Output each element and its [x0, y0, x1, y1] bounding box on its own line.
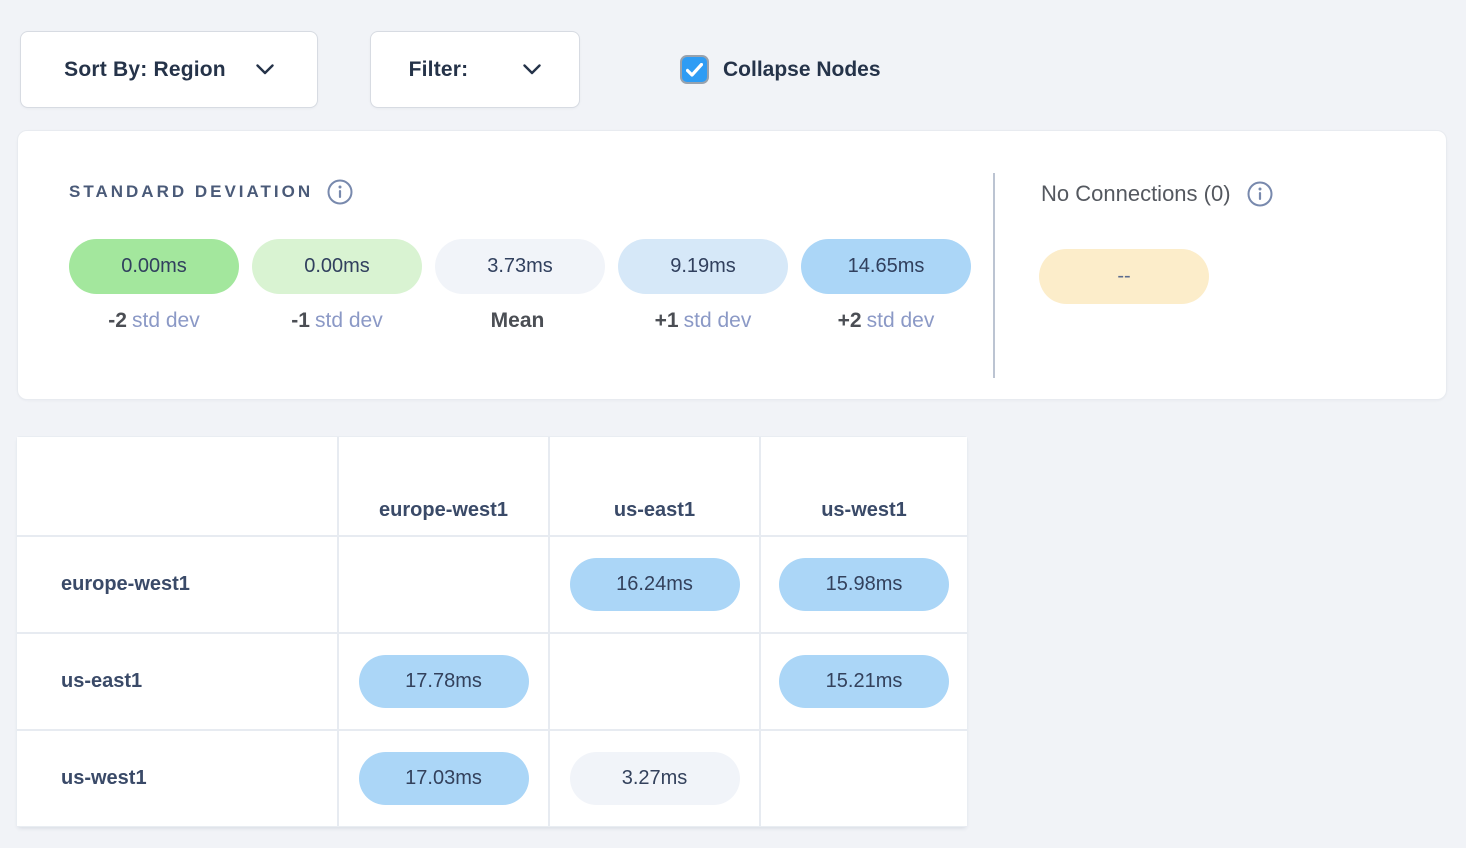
- pill-value: --: [1117, 265, 1131, 287]
- matrix-cell-empty: [550, 634, 759, 729]
- checkmark-icon: [686, 62, 703, 77]
- latency-pill[interactable]: 15.21ms: [779, 655, 949, 708]
- std-dev-label-plus2: +2 std dev: [837, 309, 935, 332]
- matrix-cell-empty: [761, 731, 967, 826]
- row-header-europe-west1: europe-west1: [17, 537, 337, 632]
- no-connections-pill: --: [1039, 249, 1209, 304]
- chevron-down-icon: [256, 64, 274, 75]
- std-dev-label-row: -2 std dev -1 std dev Mean +1 std dev +2 std…: [69, 309, 971, 333]
- std-dev-label-plus1: +1 std dev: [654, 309, 752, 332]
- latency-pill[interactable]: 16.24ms: [569, 558, 740, 611]
- column-header-europe-west1: europe-west1: [339, 437, 548, 535]
- vertical-divider: [993, 173, 995, 378]
- std-dev-label-mean: Mean: [490, 309, 545, 332]
- matrix-cell[interactable]: 16.24ms: [550, 537, 759, 632]
- std-dev-pill-minus2: 0.00ms: [69, 239, 239, 294]
- std-dev-pill-mean: 3.73ms: [435, 239, 605, 294]
- pill-value: 0.00ms: [304, 255, 370, 277]
- no-connections-title: No Connections (0): [1041, 181, 1231, 206]
- matrix-corner-cell: [17, 437, 337, 535]
- sort-by-dropdown[interactable]: Sort By: Region: [20, 31, 318, 108]
- std-dev-label-minus1: -1 std dev: [291, 309, 383, 332]
- column-header-us-east1: us-east1: [550, 437, 759, 535]
- std-dev-pill-row: 0.00ms 0.00ms 3.73ms 9.19ms 14.65ms: [69, 239, 971, 294]
- info-icon[interactable]: [327, 179, 353, 205]
- latency-pill[interactable]: 17.03ms: [358, 752, 529, 805]
- pill-value: 9.19ms: [670, 255, 736, 277]
- matrix-cell-empty: [339, 537, 548, 632]
- collapse-nodes-checkbox[interactable]: [680, 55, 709, 84]
- no-connections-header: No Connections (0): [1041, 181, 1273, 207]
- pill-value: 3.73ms: [487, 255, 553, 277]
- legend-panel: STANDARD DEVIATION 0.00ms 0.00ms 3.73ms …: [17, 130, 1447, 400]
- matrix-cell[interactable]: 17.03ms: [339, 731, 548, 826]
- row-header-us-west1: us-west1: [17, 731, 337, 826]
- row-header-us-east1: us-east1: [17, 634, 337, 729]
- filter-label: Filter:: [408, 57, 469, 81]
- chevron-down-icon: [523, 64, 542, 75]
- legend-title: STANDARD DEVIATION: [69, 182, 314, 201]
- std-dev-header: STANDARD DEVIATION: [69, 179, 353, 205]
- column-header-us-west1: us-west1: [761, 437, 967, 535]
- matrix-cell[interactable]: 3.27ms: [550, 731, 759, 826]
- std-dev-pill-minus1: 0.00ms: [252, 239, 422, 294]
- latency-matrix: europe-west1 us-east1 us-west1 europe-we…: [17, 437, 967, 826]
- latency-pill[interactable]: 17.78ms: [358, 655, 529, 708]
- info-icon[interactable]: [1247, 181, 1273, 207]
- std-dev-label-minus2: -2 std dev: [108, 309, 200, 332]
- std-dev-pill-plus1: 9.19ms: [618, 239, 788, 294]
- collapse-nodes-label: Collapse Nodes: [723, 57, 881, 81]
- sort-by-label: Sort By: Region: [64, 57, 226, 81]
- collapse-nodes-toggle[interactable]: Collapse Nodes: [680, 55, 881, 84]
- latency-pill[interactable]: 3.27ms: [569, 752, 740, 805]
- latency-pill[interactable]: 15.98ms: [779, 558, 949, 611]
- filter-dropdown[interactable]: Filter:: [370, 31, 580, 108]
- matrix-cell[interactable]: 15.98ms: [761, 537, 967, 632]
- pill-value: 0.00ms: [121, 255, 187, 277]
- pill-value: 14.65ms: [847, 255, 925, 277]
- matrix-cell[interactable]: 15.21ms: [761, 634, 967, 729]
- toolbar: Sort By: Region Filter: Collapse Nodes: [20, 31, 881, 108]
- matrix-cell[interactable]: 17.78ms: [339, 634, 548, 729]
- std-dev-pill-plus2: 14.65ms: [801, 239, 971, 294]
